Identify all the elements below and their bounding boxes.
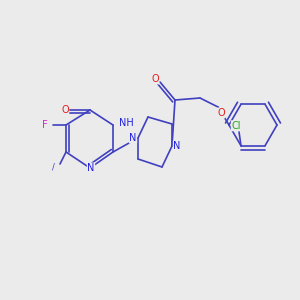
- Text: O: O: [217, 108, 225, 118]
- Text: N: N: [129, 133, 137, 143]
- Text: NH: NH: [119, 118, 134, 128]
- Text: F: F: [42, 120, 48, 130]
- Text: /: /: [52, 163, 55, 172]
- Text: N: N: [87, 163, 95, 173]
- Text: O: O: [151, 74, 159, 84]
- Text: Cl: Cl: [231, 121, 241, 131]
- Text: O: O: [61, 105, 69, 115]
- Text: N: N: [173, 141, 181, 151]
